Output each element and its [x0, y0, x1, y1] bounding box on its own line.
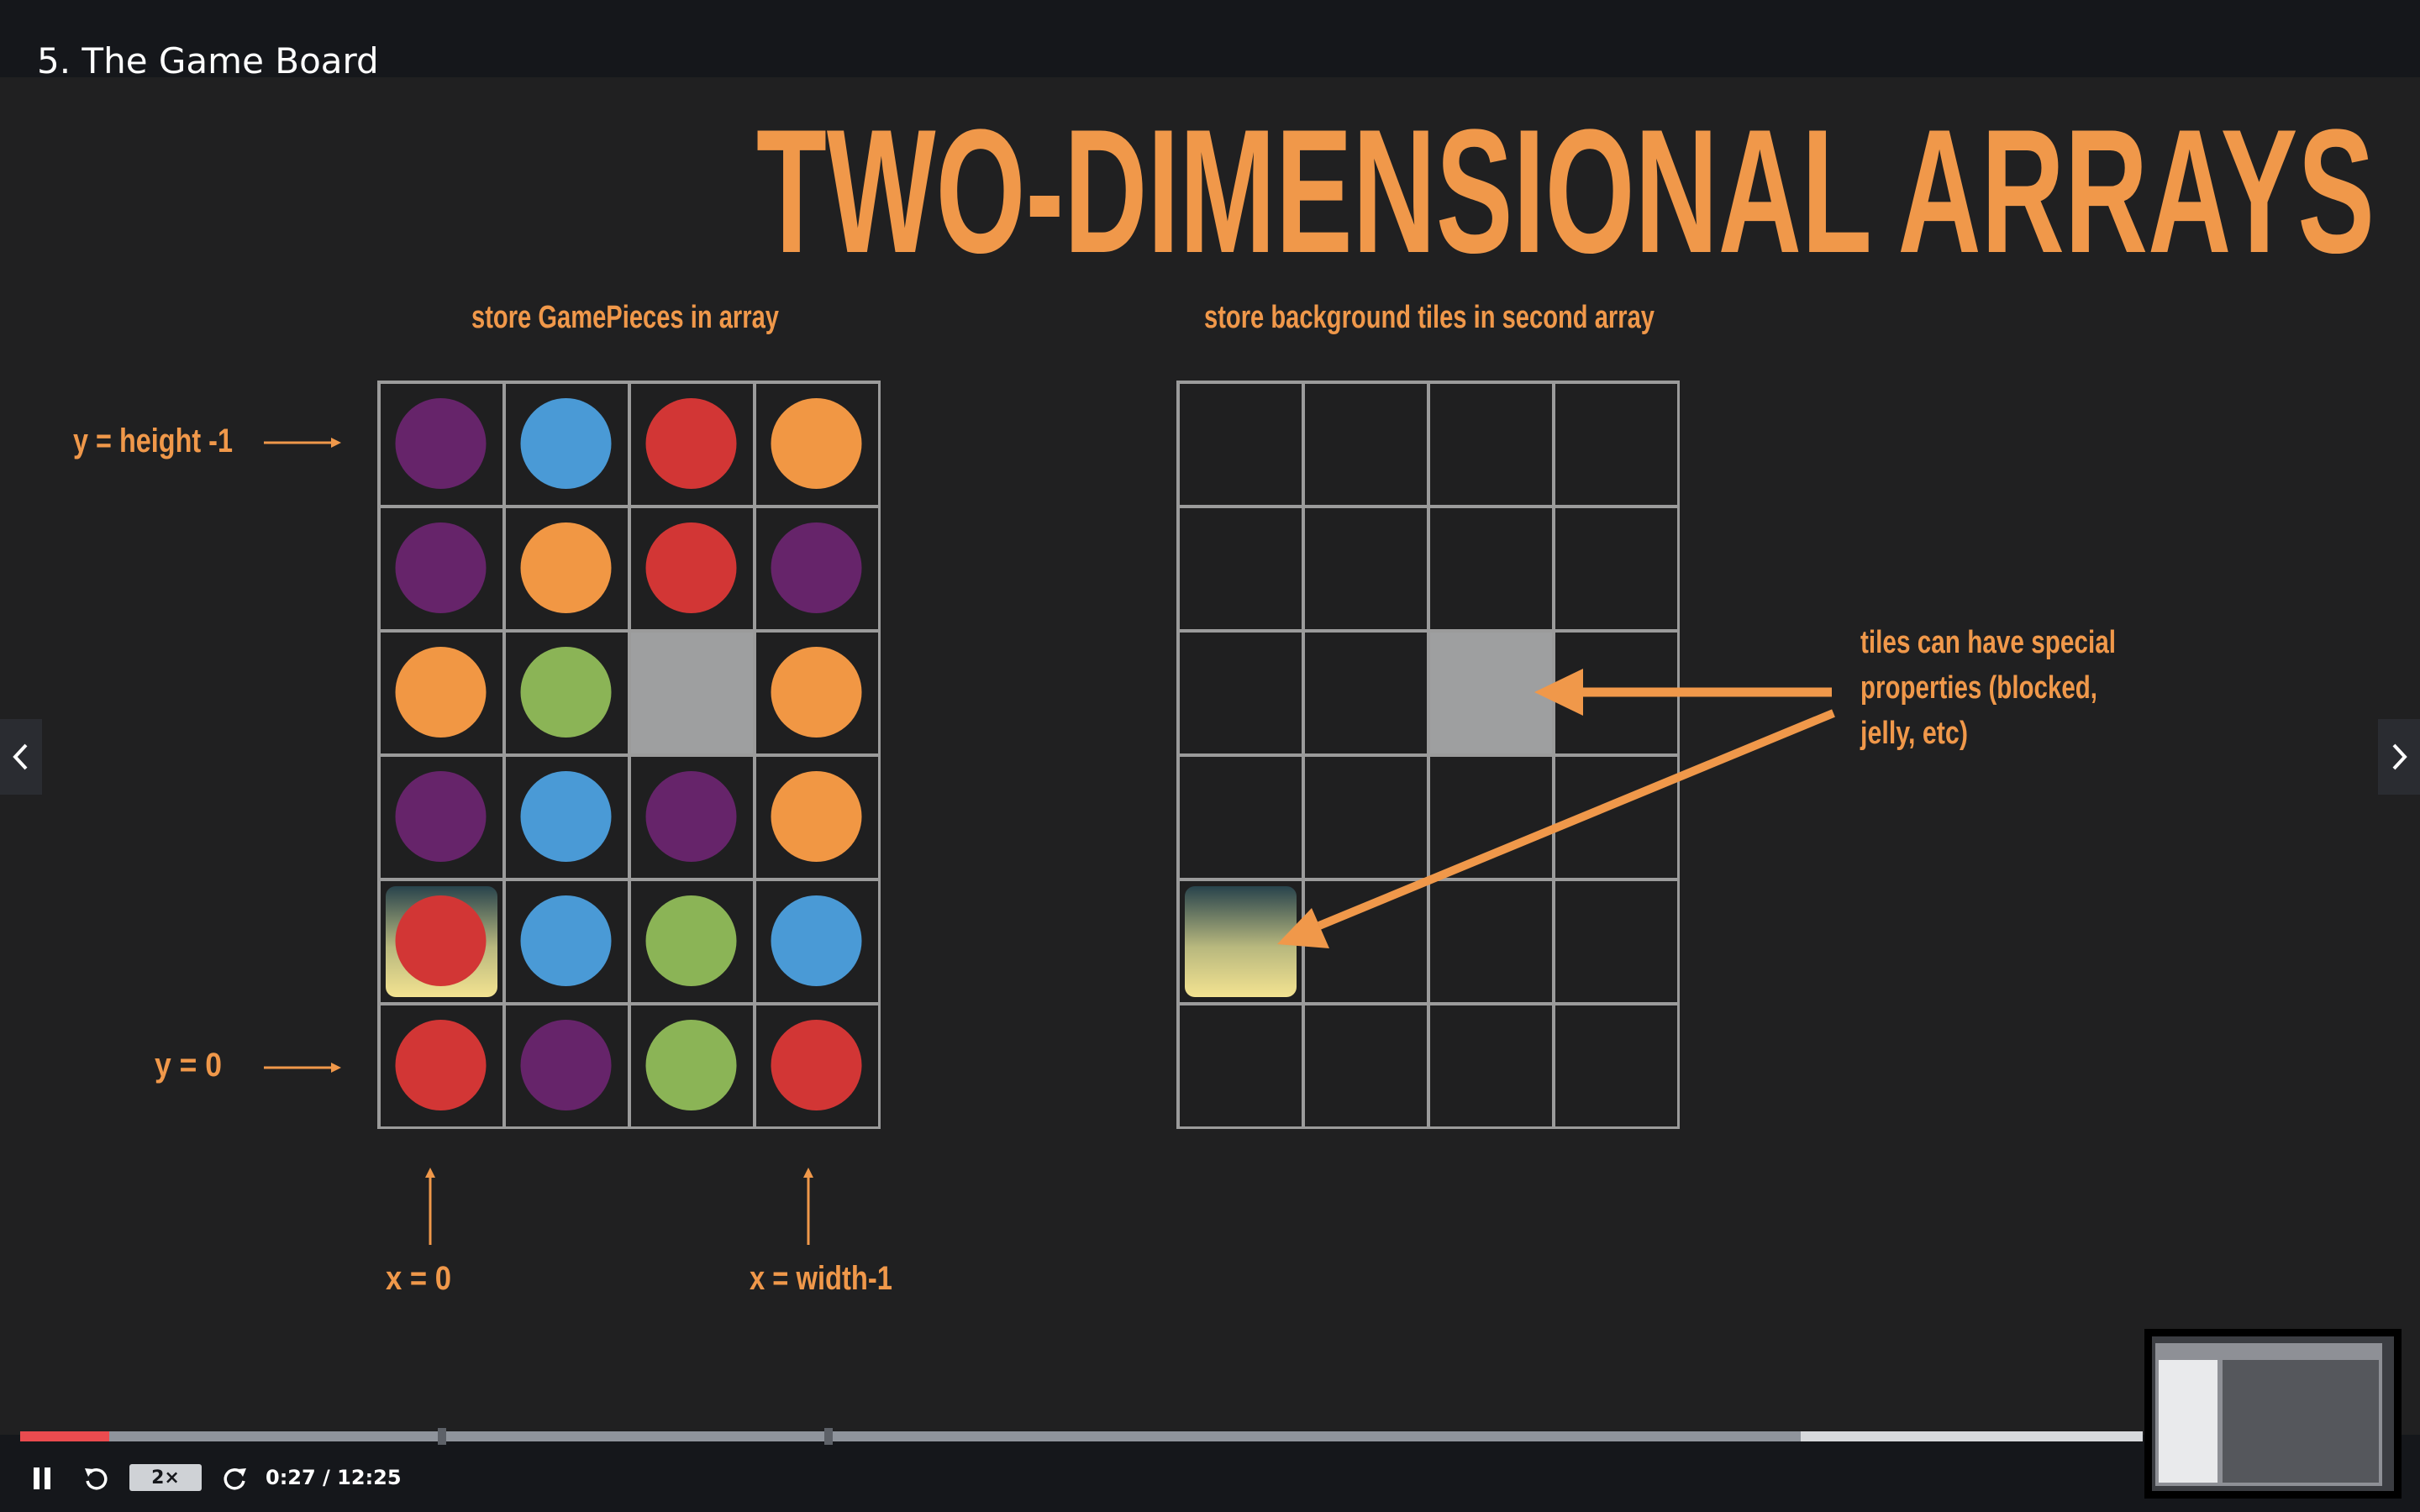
- grid-cell: [1305, 1005, 1427, 1126]
- rewind-icon: [85, 1468, 108, 1490]
- game-piece-orange: [520, 522, 612, 613]
- gamepieces-grid: [377, 381, 881, 1129]
- video-thumbnail[interactable]: [2144, 1329, 2402, 1499]
- next-slide-button[interactable]: [2378, 719, 2420, 795]
- thumbnail-screen: [2152, 1336, 2394, 1491]
- grid-cell: [1555, 508, 1677, 629]
- grid-cell: [1430, 757, 1552, 878]
- chapter-marker[interactable]: [824, 1428, 833, 1445]
- chapter-marker[interactable]: [438, 1428, 446, 1445]
- game-piece-blue: [520, 771, 612, 862]
- grid-cell: [1555, 384, 1677, 505]
- game-piece-purple: [771, 522, 862, 613]
- grid-frame: [377, 381, 881, 1129]
- progress-buffered: [1801, 1431, 2143, 1441]
- background-tiles-grid: [1176, 381, 1680, 1129]
- grid-cell: [1430, 508, 1552, 629]
- right-grid-caption: store background tiles in second array: [1204, 300, 1655, 335]
- game-piece-blue: [520, 398, 612, 489]
- slide: TWO-DIMENSIONAL ARRAYS store GamePieces …: [0, 77, 2420, 1435]
- pointer-arrow-blocked: [1534, 669, 1832, 716]
- game-piece-orange: [395, 647, 487, 738]
- arrow-y-bottom: [264, 1063, 341, 1073]
- note-line-3: jelly, etc): [1860, 716, 1968, 751]
- grid-cell: [1430, 384, 1552, 505]
- thumbnail-panel: [2159, 1360, 2217, 1483]
- left-grid-caption: store GamePieces in array: [471, 300, 779, 335]
- grid-cell: [1305, 757, 1427, 878]
- grid-cell: [1430, 1005, 1552, 1126]
- game-piece-purple: [645, 771, 737, 862]
- blocked-tile: [631, 633, 753, 753]
- progress-played: [20, 1431, 110, 1441]
- grid-cell: [1180, 633, 1302, 753]
- time-display: 0:27 / 12:25: [266, 1466, 402, 1489]
- grid-cell: [1180, 384, 1302, 505]
- player-controls: [0, 1435, 2420, 1512]
- thumbnail-viewport: [2223, 1360, 2379, 1483]
- game-piece-orange: [771, 771, 862, 862]
- game-piece-red: [645, 398, 737, 489]
- lecture-header: 5. The Game Board: [0, 0, 2420, 81]
- game-piece-red: [645, 522, 737, 613]
- note-line-2: properties (blocked,: [1860, 670, 2097, 706]
- label-y-bottom: y = 0: [155, 1047, 222, 1084]
- game-piece-purple: [395, 398, 487, 489]
- note-text: tiles can have special properties (block…: [1860, 625, 2116, 751]
- game-piece-purple: [395, 522, 487, 613]
- pause-button[interactable]: [27, 1463, 57, 1494]
- game-piece-green: [645, 1020, 737, 1110]
- progress-bar[interactable]: [20, 1431, 2143, 1441]
- grid-cell: [1555, 1005, 1677, 1126]
- note-line-1: tiles can have special: [1860, 625, 2116, 660]
- pause-icon: [34, 1467, 50, 1489]
- arrow-x-right: [803, 1168, 813, 1245]
- game-piece-green: [645, 895, 737, 986]
- jelly-tile: [1185, 886, 1297, 997]
- grid-cell: [1180, 757, 1302, 878]
- game-piece-purple: [395, 771, 487, 862]
- label-y-top: y = height -1: [73, 423, 233, 459]
- grid-cell: [1430, 881, 1552, 1002]
- playback-speed-button[interactable]: 2×: [129, 1464, 202, 1491]
- lecture-title: 5. The Game Board: [37, 40, 379, 81]
- grid-cell: [1305, 384, 1427, 505]
- slide-canvas: TWO-DIMENSIONAL ARRAYS store GamePieces …: [73, 92, 2375, 1297]
- grid-cell: [1305, 633, 1427, 753]
- game-piece-blue: [520, 895, 612, 986]
- grid-frame: [1176, 381, 1680, 1129]
- pointer-arrow-jelly: [1277, 709, 1835, 948]
- game-piece-red: [395, 895, 487, 986]
- label-x-right: x = width-1: [750, 1260, 892, 1297]
- chevron-left-icon: [13, 743, 28, 770]
- grid-cell: [1180, 1005, 1302, 1126]
- game-piece-blue: [771, 895, 862, 986]
- game-piece-green: [520, 647, 612, 738]
- chevron-right-icon: [2392, 743, 2407, 770]
- rewind-button[interactable]: [81, 1462, 113, 1494]
- arrow-y-top: [264, 438, 341, 448]
- game-piece-red: [771, 1020, 862, 1110]
- grid-cell: [1180, 508, 1302, 629]
- game-piece-purple: [520, 1020, 612, 1110]
- forward-button[interactable]: [218, 1462, 250, 1494]
- game-piece-orange: [771, 647, 862, 738]
- blocked-tile: [1430, 633, 1552, 753]
- grid-cell: [1555, 881, 1677, 1002]
- arrow-x-left: [425, 1168, 435, 1245]
- game-piece-orange: [771, 398, 862, 489]
- game-piece-red: [395, 1020, 487, 1110]
- grid-cell: [1305, 508, 1427, 629]
- slide-title: TWO-DIMENSIONAL ARRAYS: [756, 92, 2375, 290]
- previous-slide-button[interactable]: [0, 719, 42, 795]
- label-x-left: x = 0: [386, 1260, 451, 1297]
- forward-icon: [224, 1468, 246, 1490]
